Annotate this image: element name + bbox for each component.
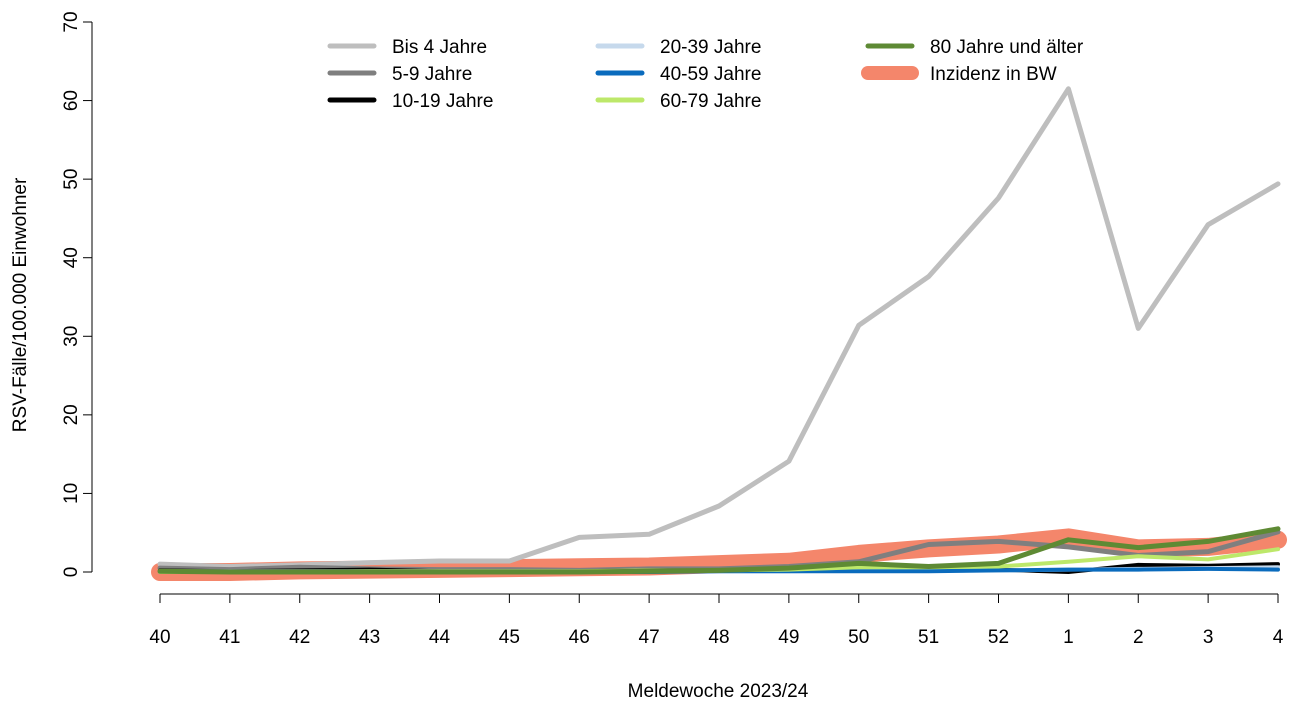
x-tick-label: 4 [1273, 627, 1284, 648]
x-tick-label: 47 [639, 627, 660, 648]
y-tick-label: 70 [61, 11, 82, 32]
x-axis-title: Meldewoche 2023/24 [628, 681, 809, 702]
series-line-bis-4-jahre [157, 86, 1281, 569]
series-line-80-jahre-und-lter [157, 526, 1281, 575]
x-tick-label: 51 [918, 627, 939, 648]
y-axis: 0 10 20 30 40 50 60 70 [61, 11, 93, 578]
x-tick-label: 45 [499, 627, 520, 648]
y-tick-label: 50 [61, 169, 82, 190]
y-tick-label: 0 [61, 567, 82, 578]
legend-label: 10-19 Jahre [392, 91, 493, 112]
x-tick-label: 2 [1133, 627, 1144, 648]
x-tick-label: 50 [848, 627, 869, 648]
x-tick-label: 42 [289, 627, 310, 648]
x-tick-label: 43 [359, 627, 380, 648]
y-tick-label: 10 [61, 483, 82, 504]
x-tick-label: 48 [708, 627, 729, 648]
x-tick-label: 1 [1063, 627, 1074, 648]
x-tick-label: 52 [988, 627, 1009, 648]
legend-label: 60-79 Jahre [660, 91, 761, 112]
series-layer [151, 86, 1287, 581]
y-tick-label: 60 [61, 90, 82, 111]
legend-label: 80 Jahre und älter [930, 37, 1084, 58]
y-axis-title: RSV-Fälle/100.000 Einwohner [10, 177, 31, 432]
x-tick-label: 49 [778, 627, 799, 648]
x-tick-label: 44 [429, 627, 451, 648]
y-tick-label: 20 [61, 404, 82, 425]
x-tick-label: 3 [1203, 627, 1214, 648]
legend-label: Bis 4 Jahre [392, 37, 487, 58]
y-tick-label: 30 [61, 326, 82, 347]
legend-label: Inzidenz in BW [930, 64, 1057, 85]
x-axis: 40 41 42 43 44 45 46 47 48 49 50 51 52 1 2 3 4 [149, 593, 1284, 648]
y-tick-label: 40 [61, 247, 82, 268]
x-tick-label: 46 [569, 627, 590, 648]
x-tick-label: 40 [149, 627, 170, 648]
legend-label: 40-59 Jahre [660, 64, 761, 85]
x-tick-label: 41 [219, 627, 240, 648]
legend-label: 20-39 Jahre [660, 37, 761, 58]
legend-label: 5-9 Jahre [392, 64, 472, 85]
legend: Bis 4 Jahre 5-9 Jahre 10-19 Jahre 20-39 Jah… [327, 37, 1084, 112]
